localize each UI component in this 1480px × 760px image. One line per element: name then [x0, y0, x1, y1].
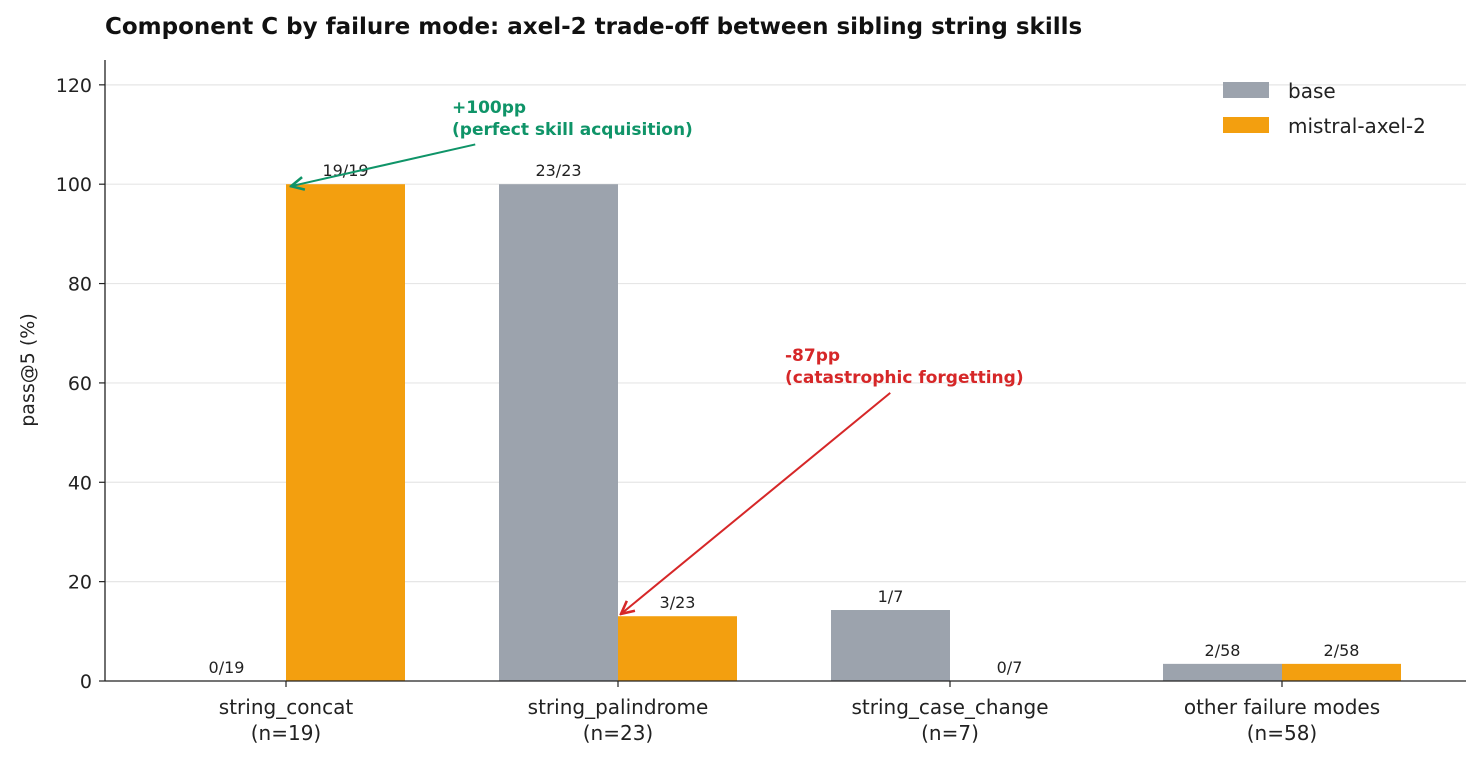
legend-swatch — [1223, 117, 1269, 133]
annotation-text: (catastrophic forgetting) — [785, 368, 1024, 388]
x-tick-label: string_palindrome — [528, 695, 709, 719]
data-label: 2/58 — [1205, 641, 1241, 660]
x-tick-label: (n=7) — [921, 721, 979, 745]
bar-base — [499, 184, 618, 681]
axes — [104, 60, 1466, 682]
bars — [286, 184, 1401, 681]
data-label: 1/7 — [878, 587, 904, 606]
legend-label: mistral-axel-2 — [1288, 114, 1426, 138]
annotation-arrow — [291, 143, 476, 186]
legend-label: base — [1288, 79, 1336, 103]
bar-base — [1163, 663, 1282, 681]
annotation-text: -87pp — [785, 346, 840, 366]
bar-base — [831, 610, 950, 681]
x-tick-label: (n=19) — [251, 721, 322, 745]
x-tick-label: string_case_change — [852, 695, 1049, 719]
y-tick-label: 0 — [80, 671, 92, 693]
y-tick-label: 20 — [68, 572, 92, 594]
x-tick-label: other failure modes — [1184, 695, 1380, 719]
data-label: 2/58 — [1324, 641, 1360, 660]
data-label: 23/23 — [535, 161, 581, 180]
y-tick-label: 60 — [68, 373, 92, 395]
y-tick-label: 80 — [68, 274, 92, 296]
data-label: 3/23 — [660, 593, 696, 612]
x-tick-label: (n=58) — [1247, 721, 1318, 745]
y-ticks: 0 20 40 60 80 100 120 — [56, 75, 105, 693]
legend: base mistral-axel-2 — [1223, 79, 1426, 138]
bar-mistral-axel-2 — [1282, 663, 1401, 681]
annotation-text: +100pp — [452, 98, 526, 118]
y-axis-label: pass@5 (%) — [17, 313, 39, 427]
bar-mistral-axel-2 — [618, 616, 737, 681]
x-ticks: string_concat(n=19) string_palindrome(n=2… — [219, 681, 1380, 745]
data-label: 0/19 — [209, 658, 245, 677]
y-tick-label: 120 — [56, 75, 92, 97]
annotations: +100pp(perfect skill acquisition) -87pp(c… — [291, 98, 1024, 614]
legend-swatch — [1223, 82, 1269, 98]
bar-mistral-axel-2 — [286, 184, 405, 681]
y-tick-label: 40 — [68, 472, 92, 494]
x-tick-label: (n=23) — [583, 721, 654, 745]
annotation-arrow — [621, 392, 891, 614]
chart-title: Component C by failure mode: axel-2 trad… — [105, 14, 1082, 40]
data-label: 0/7 — [997, 658, 1023, 677]
annotation-text: (perfect skill acquisition) — [452, 120, 693, 140]
y-tick-label: 100 — [56, 174, 92, 196]
x-tick-label: string_concat — [219, 695, 354, 719]
